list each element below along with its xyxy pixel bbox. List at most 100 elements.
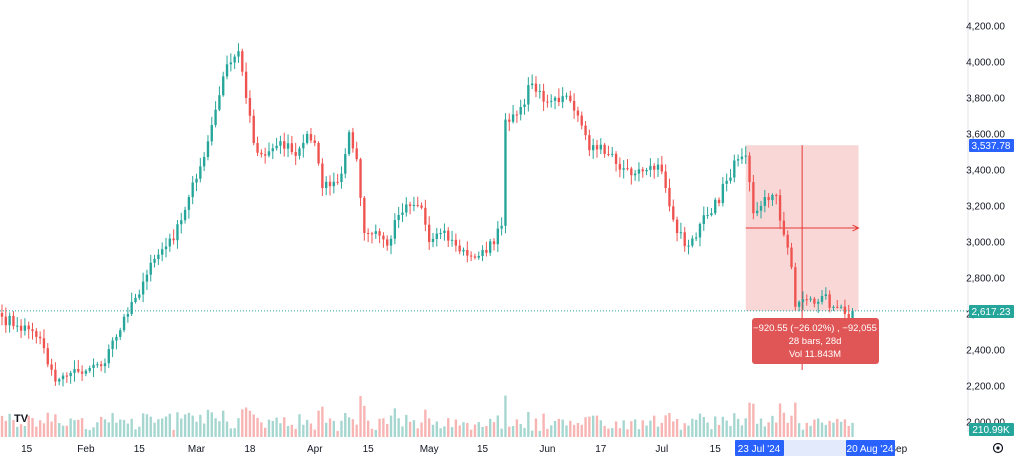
candle-body [84,370,88,374]
volume-bar [805,422,808,437]
volume-bar [313,429,316,437]
candle-body [141,281,145,295]
candle-body [111,340,114,350]
candle-body [351,132,355,149]
volume-bar [691,418,694,437]
candle-body [828,294,831,308]
volume-bar [35,426,38,437]
volume-bar [721,416,725,437]
volume-bar [256,417,259,437]
volume-bar [538,430,541,437]
volume-bar [710,429,713,437]
volume-bar [54,414,57,437]
volume-bar [138,426,141,437]
candle-body [161,249,164,255]
candle-body [256,143,259,153]
volume-bar [237,418,240,437]
candle-body [595,145,599,150]
candle-body [809,298,812,300]
price-axis[interactable]: 4,200.00 4,000.00 3,800.00 3,600.00 3,400.00… [966,22,1005,429]
volume-bars [0,395,854,437]
tooltip-volume: Vol 11.843M [789,349,841,360]
candle-body [630,168,633,176]
volume-bar [42,423,46,437]
candle-body [65,375,69,377]
volume-bar [244,407,248,437]
volume-bar [851,422,854,437]
volume-bar [553,420,557,437]
volume-bar [843,419,847,437]
volume-bar [572,424,576,437]
volume-bar [347,417,351,437]
date-price-range-measure[interactable] [745,145,860,370]
volume-bar [378,418,381,437]
candle-body [580,115,583,126]
candle-body [363,197,366,233]
candle-body [35,331,38,337]
volume-bar [687,425,690,437]
volume-bar [622,420,625,437]
candle-body [214,109,217,125]
time-axis-label: Mar [188,444,206,455]
candle-body [714,199,717,214]
candle-body [183,209,187,221]
volume-bar [462,422,465,437]
volume-bar [267,419,271,437]
volume-bar [485,426,488,437]
volume-bar [119,419,122,437]
volume-bar [725,420,728,437]
tradingview-logo: TV [14,413,29,425]
candle-body [38,336,42,339]
candle-body [195,178,198,183]
volume-bar [500,428,503,437]
volume-bar [656,426,660,437]
candle-body [168,238,172,247]
settings-gear-icon[interactable] [992,442,1004,454]
volume-bar [99,416,103,437]
volume-bar [614,421,618,437]
volume-bar [386,423,389,437]
candle-body [328,181,332,187]
volume-bar [469,429,473,437]
volume-bar [275,417,278,437]
volume-bar [389,415,393,437]
volume-bar [69,418,72,437]
volume-bar [649,420,652,437]
candle-body [431,238,435,242]
volume-bar [294,428,297,437]
volume-bar [561,419,564,437]
price-axis-label: 2,800.00 [966,274,1005,285]
candle-body [717,199,721,204]
volume-bar [351,419,355,437]
price-axis-label: 2,200.00 [966,382,1005,393]
volume-bar [38,420,42,437]
candle-body [366,233,370,234]
time-axis-label: 18 [244,444,256,455]
volume-bar [626,429,629,437]
volume-bar [813,419,816,437]
volume-bar [199,414,202,437]
volume-bar [218,421,221,437]
candle-body [614,153,618,164]
candle-body [572,100,576,111]
volume-bar [107,422,110,437]
candle-body [19,325,23,331]
volume-bar [393,408,397,437]
volume-bar [427,418,431,437]
candle-body [210,125,213,142]
volume-bar [180,418,183,437]
candle-body [618,163,622,170]
candle-body [374,231,377,234]
volume-bar [233,428,236,437]
candle-body [405,204,408,213]
candle-body [660,164,664,172]
volume-bar [611,428,614,437]
candle-body [687,245,690,247]
candle-body [801,299,805,302]
volume-bar [263,427,267,437]
volume-bar [603,425,606,437]
candle-body [382,235,385,240]
volume-bar [786,422,789,437]
candle-body [725,180,728,184]
